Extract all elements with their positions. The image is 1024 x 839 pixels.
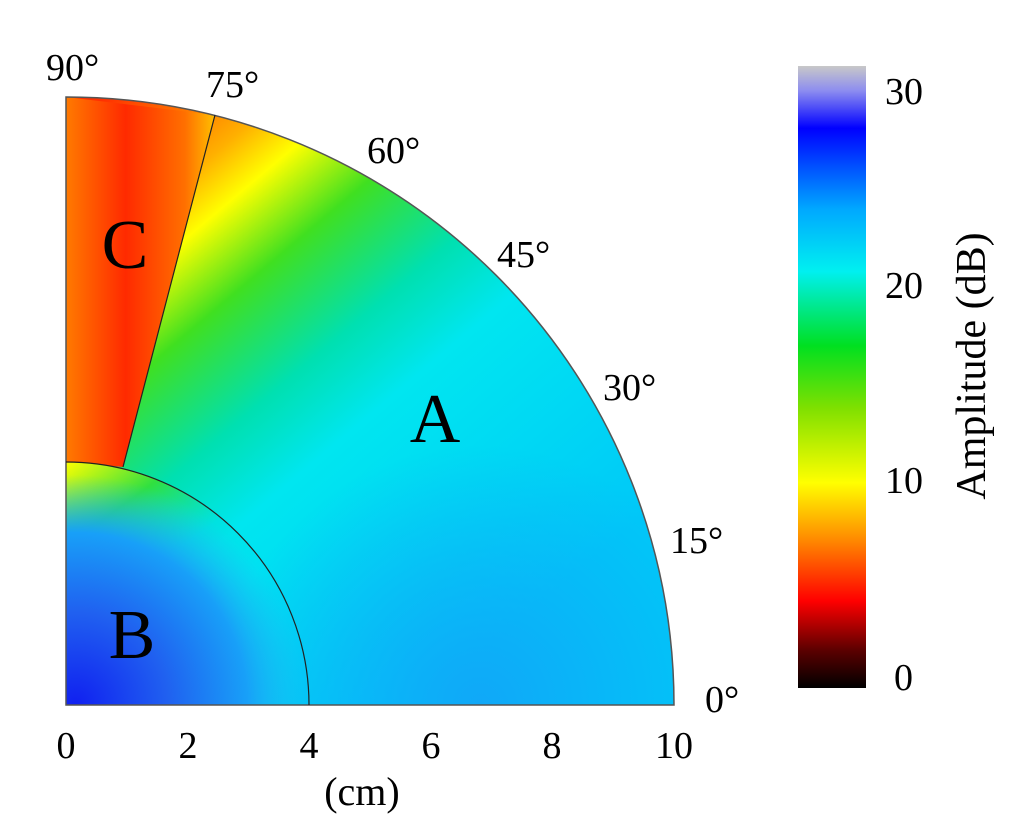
colorbar-tick-label: 10 [885, 460, 923, 502]
region-b-boundary [65, 461, 310, 706]
angle-tick-label: 0° [705, 679, 739, 721]
angle-ticks: 0° 15° 30° 45° 60° 75° 90° [46, 47, 739, 721]
x-tick-label: 10 [655, 725, 693, 767]
angle-tick-label: 30° [603, 367, 656, 409]
region-b-fill [66, 462, 309, 705]
colorbar-tick-label: 0 [894, 657, 913, 699]
region-c-boundary [122, 114, 216, 468]
x-tick-label: 0 [57, 725, 76, 767]
colorbar [798, 66, 866, 688]
colorbar-ticks: 30 20 10 0 [885, 71, 923, 699]
angle-tick-label: 60° [367, 130, 420, 172]
region-label-a: A [410, 381, 461, 458]
x-tick-label: 8 [543, 725, 562, 767]
region-c-fill [66, 97, 215, 467]
angle-tick-label: 90° [46, 47, 99, 89]
contour-field [66, 97, 674, 705]
x-axis-label: (cm) [324, 769, 400, 814]
region-label-c: C [102, 207, 149, 284]
x-tick-label: 4 [300, 725, 319, 767]
angle-tick-label: 15° [670, 520, 723, 562]
x-axis-ticks: 0 2 4 6 8 10 [57, 725, 694, 767]
x-tick-label: 2 [179, 725, 198, 767]
quarter-circle-outline [65, 96, 675, 706]
colorbar-tick-label: 30 [885, 71, 923, 113]
colorbar-tick-label: 20 [885, 265, 923, 307]
region-label-b: B [109, 597, 156, 674]
angle-tick-label: 75° [206, 64, 259, 106]
colorbar-label: Amplitude (dB) [949, 232, 995, 499]
x-tick-label: 6 [422, 725, 441, 767]
angle-tick-label: 45° [497, 234, 550, 276]
